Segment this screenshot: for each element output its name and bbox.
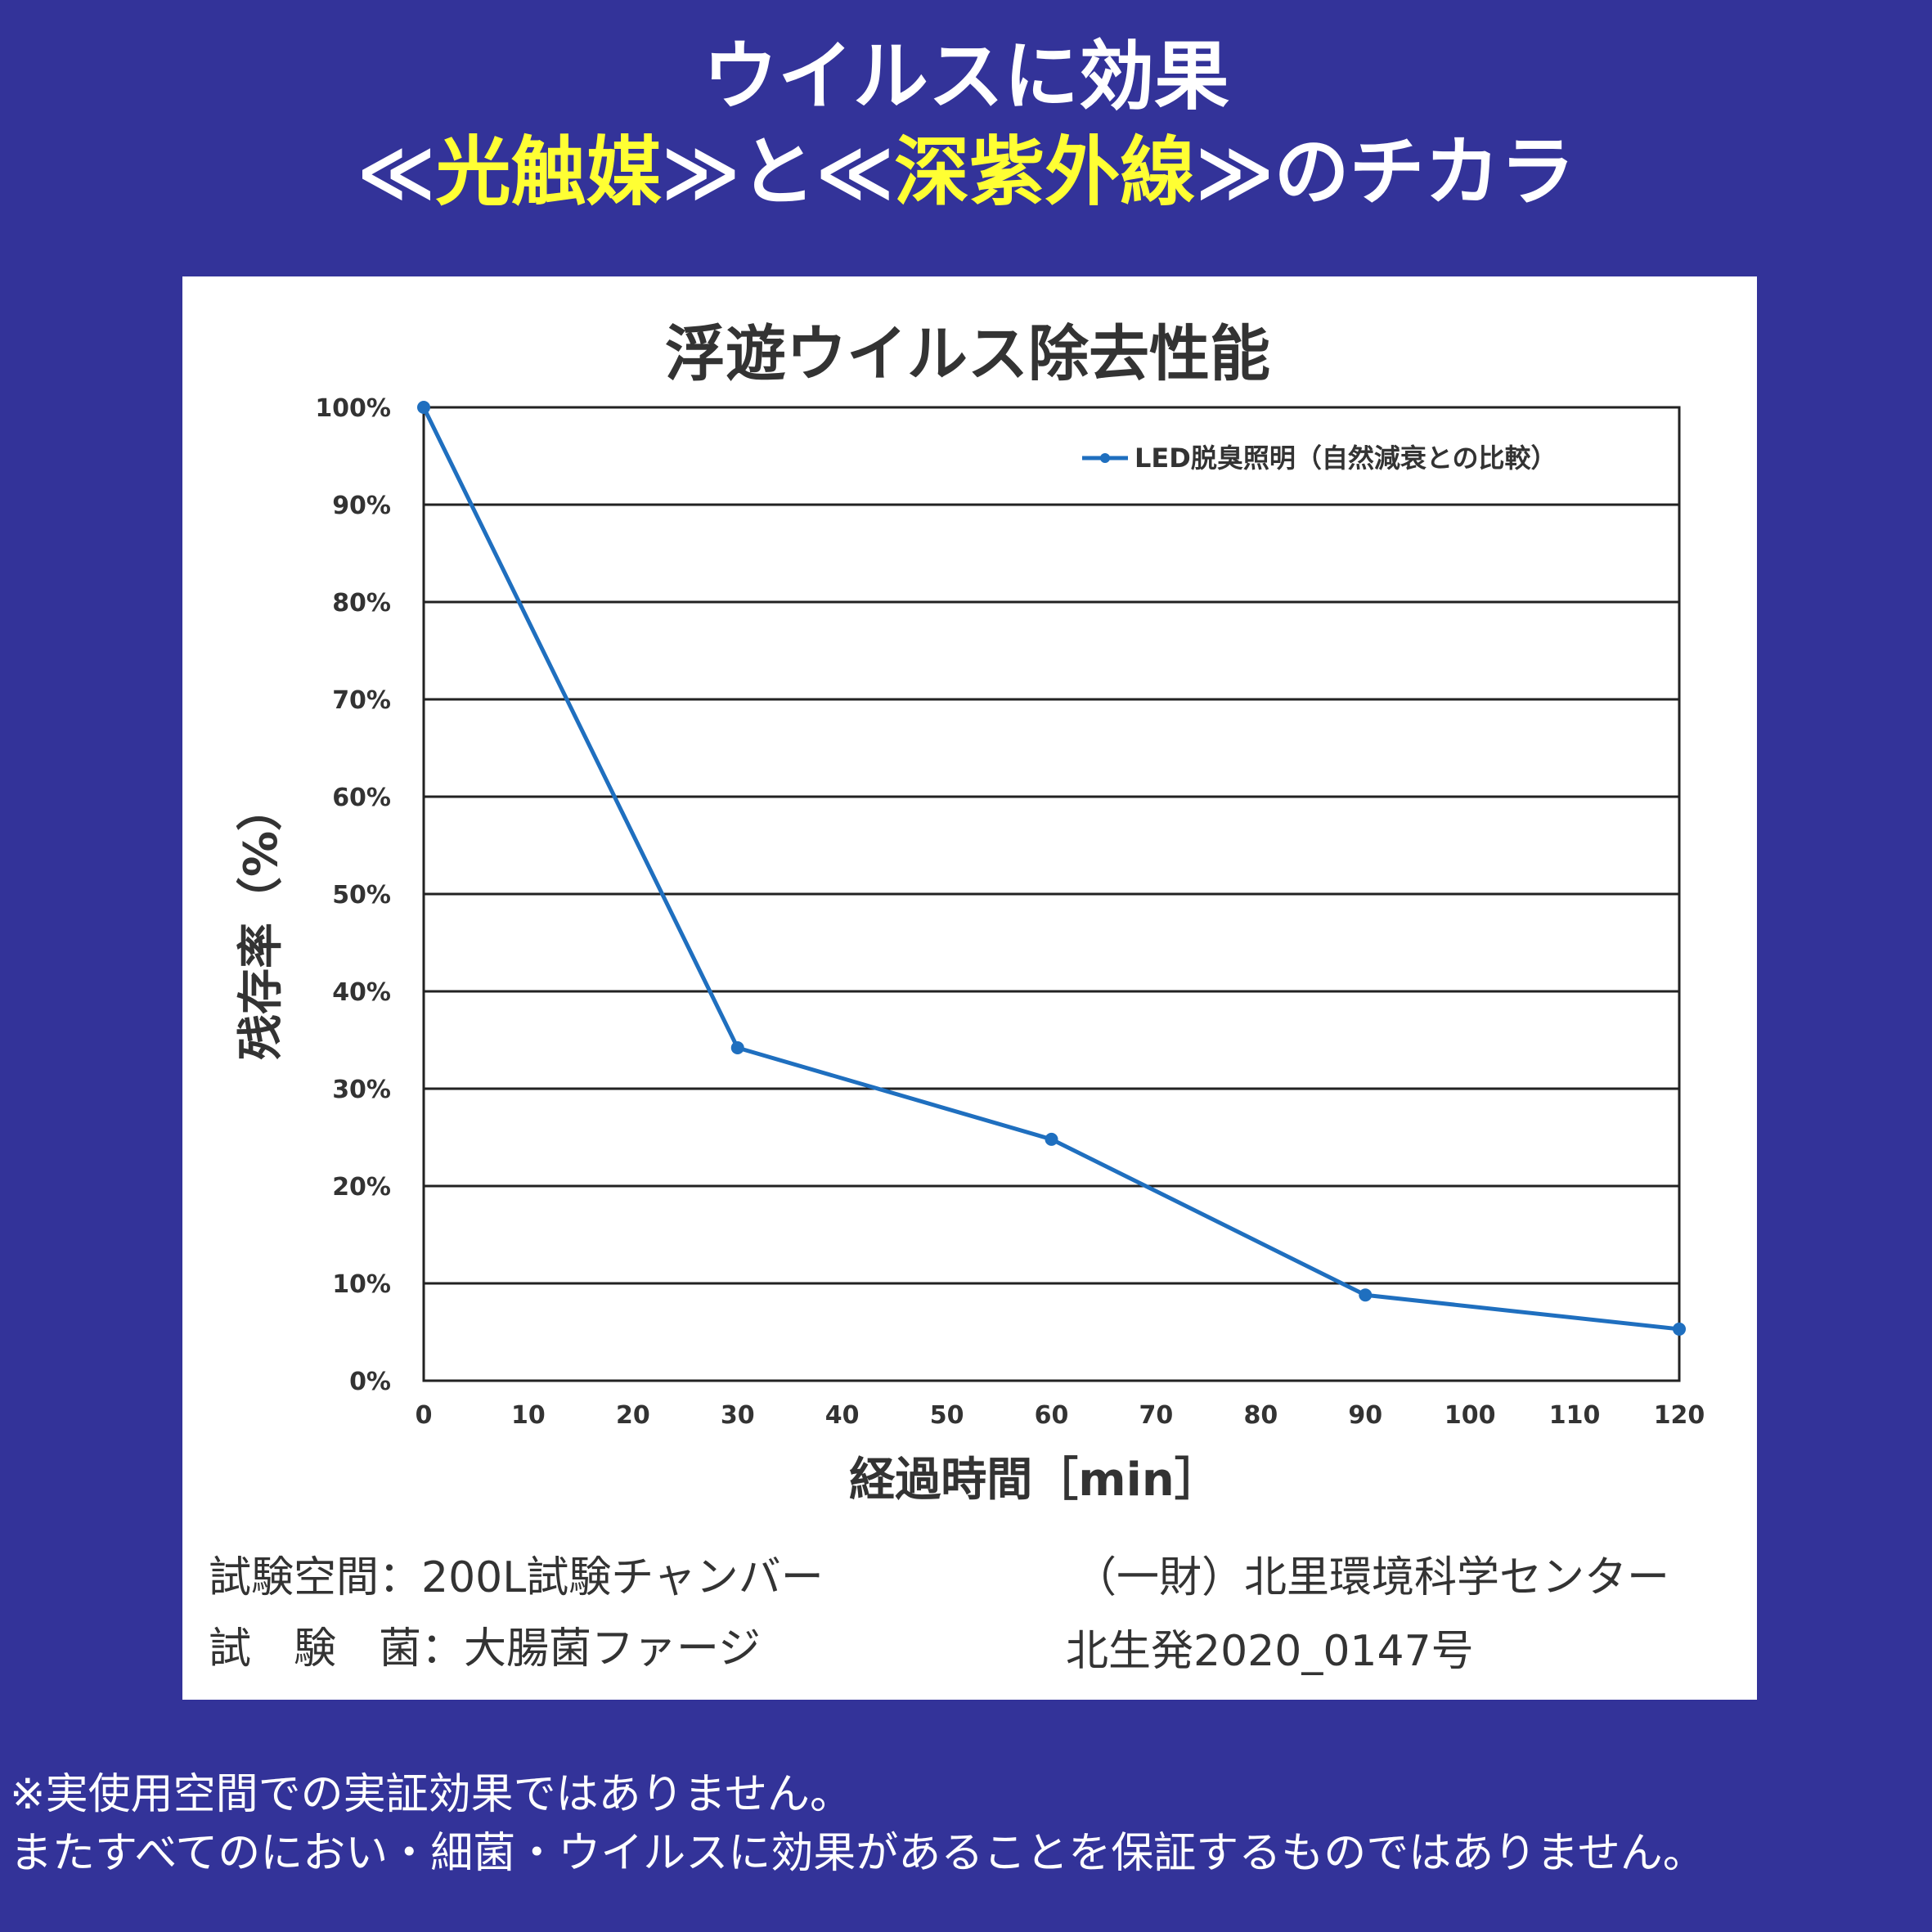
headline-bracket-open: ≪ [357, 128, 436, 216]
data-point [730, 1041, 744, 1055]
x-axis-label: 経過時間［min］ [849, 1453, 1220, 1507]
headline-connector: ≫と≪ [661, 128, 895, 216]
data-point [1673, 1322, 1686, 1336]
headline-suffix: ≫のチカラ [1195, 128, 1575, 216]
x-axis-ticks: 0 10 20 30 40 50 60 70 80 90 100 110 120 [416, 1401, 1705, 1430]
y-axis-ticks: 0% 10% 20% 30% 40% 50% 60% 70% 80% 90% 100% [315, 394, 391, 1396]
y-tick-label: 60% [332, 784, 391, 812]
y-tick-label: 0% [349, 1368, 391, 1396]
gridlines [424, 406, 1679, 1382]
y-axis-label: 残存率（%） [235, 785, 288, 1060]
disclaimer-line2: またすべてのにおい・細菌・ウイルスに効果があることを保証するものではありません。 [10, 1829, 1705, 1878]
chart-title: 浮遊ウイルス除去性能 [665, 319, 1270, 389]
headline-photocatalyst: 光触媒 [435, 128, 662, 216]
y-tick-label: 90% [332, 492, 391, 520]
plot-frame [422, 406, 1681, 1382]
headline-line2: ≪光触媒≫と≪深紫外線≫のチカラ [0, 135, 1932, 210]
test-space-label: 試験空間：200L試験チャンバー [209, 1553, 824, 1602]
data-point [1359, 1288, 1373, 1302]
x-tick-label: 30 [721, 1401, 755, 1430]
x-tick-label: 110 [1549, 1401, 1601, 1430]
x-tick-label: 70 [1139, 1401, 1174, 1430]
test-germ-label: 試 験 菌：大腸菌ファージ [209, 1624, 761, 1674]
test-report-number: 北生発2020_0147号 [1066, 1627, 1474, 1676]
y-tick-label: 50% [332, 881, 391, 910]
legend-label: LED脱臭照明（自然減衰との比較） [1134, 443, 1557, 474]
headline-deep-uv: 深紫外線 [894, 128, 1196, 216]
disclaimer-line1: ※実使用空間での実証効果ではありません。 [10, 1770, 853, 1819]
y-tick-label: 80% [332, 589, 391, 618]
x-tick-label: 0 [416, 1401, 433, 1430]
y-tick-label: 20% [332, 1173, 391, 1202]
series-line [421, 406, 1680, 1332]
x-tick-label: 50 [930, 1401, 964, 1430]
test-organization-label: （一財）北里環境科学センター [1074, 1553, 1670, 1602]
chart-panel: 浮遊ウイルス除去性能 0% 10% 20% 30% 40% 50% 60% 70% 80% 90%… [182, 276, 1757, 1700]
x-tick-label: 100 [1445, 1401, 1496, 1430]
headline-line1: ウイルスに効果 [702, 33, 1229, 120]
x-tick-label: 20 [616, 1401, 650, 1430]
legend-marker [1100, 453, 1110, 463]
y-tick-label: 40% [332, 978, 391, 1007]
y-tick-label: 10% [332, 1270, 391, 1299]
legend: LED脱臭照明（自然減衰との比較） [1082, 443, 1557, 474]
y-tick-label: 70% [332, 686, 391, 715]
x-tick-label: 120 [1654, 1401, 1705, 1430]
data-point [417, 401, 430, 414]
x-tick-label: 60 [1035, 1401, 1069, 1430]
x-tick-label: 10 [511, 1401, 546, 1430]
chart: 浮遊ウイルス除去性能 0% 10% 20% 30% 40% 50% 60% 70% 80% 90%… [235, 319, 1705, 1507]
y-tick-label: 100% [315, 394, 391, 423]
x-tick-label: 80 [1243, 1401, 1278, 1430]
y-tick-label: 30% [332, 1076, 391, 1104]
x-tick-label: 90 [1348, 1401, 1382, 1430]
x-tick-label: 40 [825, 1401, 860, 1430]
series-group [417, 401, 1686, 1336]
data-point [1045, 1132, 1058, 1146]
